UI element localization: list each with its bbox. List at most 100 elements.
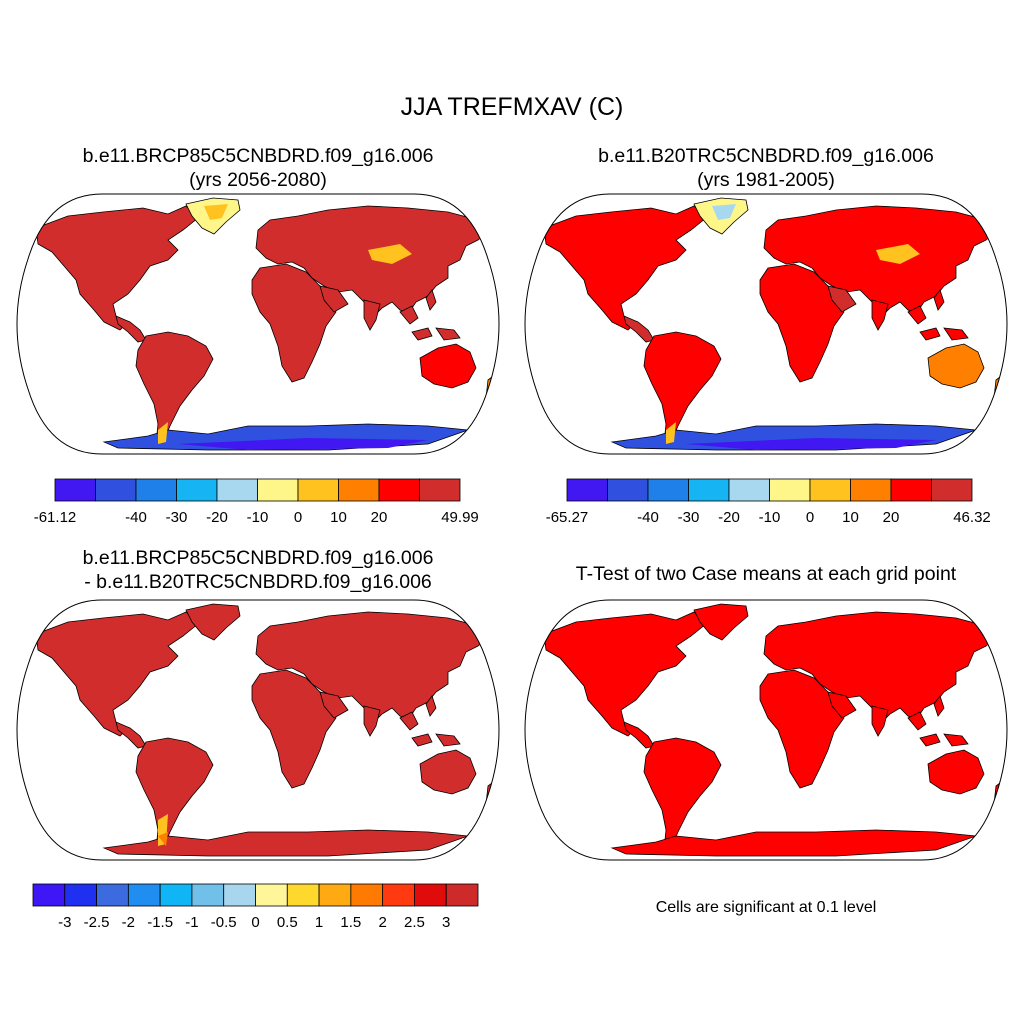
- colorbar-tick-label: 0: [806, 509, 814, 526]
- colorbar-swatch: [95, 478, 137, 502]
- colorbar-swatch: [931, 478, 973, 502]
- map-outline: [524, 193, 1008, 455]
- panel-title-line: b.e11.B20TRC5CNBDRD.f09_g16.006: [598, 145, 934, 167]
- colorbar-tick-label: 49.99: [441, 509, 479, 526]
- colorbar-3: -3 -2.5 -2 -1.5 -1 -0.5 0 0.5 1 1.5 2 2.5 3: [32, 883, 479, 931]
- colorbar-tick-label: 10: [330, 509, 347, 526]
- colorbar-swatch: [32, 883, 66, 907]
- panel-title-ttest: T-Test of two Case means at each grid po…: [516, 562, 1016, 586]
- colorbar-tick-label: -65.27: [546, 509, 589, 526]
- au-region: [927, 749, 985, 795]
- panel-title-line: b.e11.BRCP85C5CNBDRD.f09_g16.006: [82, 145, 434, 167]
- colorbar-tick-label: 3: [442, 914, 450, 931]
- colorbar-tick-label: 46.32: [953, 509, 991, 526]
- sa-region: [135, 331, 214, 445]
- colorbar-tick-label: -1.5: [147, 914, 173, 931]
- colorbar-swatch: [255, 883, 288, 907]
- colorbar-swatch: [216, 478, 258, 502]
- colorbar-swatch: [382, 883, 415, 907]
- colorbar-swatch: [96, 883, 129, 907]
- colorbar-1: -61.12 -40 -30 -20 -10 0 10 20 49.99: [34, 478, 479, 526]
- sa-region: [643, 331, 722, 445]
- colorbar-tick-label: -3: [58, 914, 71, 931]
- panel-title-future: b.e11.BRCP85C5CNBDRD.f09_g16.006 (yrs 20…: [8, 144, 508, 192]
- colorbar-swatch: [176, 478, 218, 502]
- colorbar-swatch: [647, 478, 689, 502]
- colorbar-swatch: [809, 478, 851, 502]
- greenland-interior-region: [204, 204, 228, 220]
- in-region: [871, 299, 889, 331]
- colorbar-swatch: [414, 883, 447, 907]
- colorbar-tick-label: -20: [718, 509, 740, 526]
- patagonia-region: [666, 422, 676, 444]
- significance-note: Cells are significant at 0.1 level: [655, 899, 877, 916]
- colorbar-tick-label: 2.5: [404, 914, 425, 931]
- colorbar-tick-label: -30: [166, 509, 188, 526]
- colorbar-tick-label: -30: [678, 509, 700, 526]
- colorbar-swatch: [127, 883, 161, 907]
- colorbar-swatch: [338, 478, 380, 502]
- colorbar-tick-label: -2.5: [84, 914, 110, 931]
- colorbar-tick-label: -40: [637, 509, 659, 526]
- colorbar-tick-label: -0.5: [211, 914, 237, 931]
- colorbar-swatch: [890, 478, 932, 502]
- antarctic-interior-region: [686, 438, 936, 450]
- colorbar-tick-label: -1: [185, 914, 198, 931]
- colorbar-swatch: [286, 883, 320, 907]
- colorbar-tick-label: 1.5: [340, 914, 361, 931]
- colorbar-swatch: [159, 883, 193, 907]
- na-region: [35, 611, 199, 737]
- colorbar-swatch: [688, 478, 730, 502]
- panel-title-line: (yrs 1981-2005): [697, 169, 835, 191]
- colorbar-swatch: [445, 883, 479, 907]
- colorbar-swatch: [728, 478, 770, 502]
- colorbar-tick-label: 20: [371, 509, 388, 526]
- map-difference: [16, 599, 500, 861]
- tibet-plateau-region: [876, 244, 920, 264]
- map-outline: [524, 599, 1008, 861]
- colorbar-swatch: [318, 883, 352, 907]
- figure-title: JJA TREFMXAV (C): [400, 93, 624, 121]
- panel-title-line: b.e11.BRCP85C5CNBDRD.f09_g16.006: [82, 547, 434, 569]
- colorbar-tick-label: -10: [759, 509, 781, 526]
- nz-region: [485, 779, 497, 805]
- colorbar-swatch: [607, 478, 649, 502]
- sa-region: [135, 737, 214, 851]
- colorbar-swatch: [64, 883, 97, 907]
- panel-title-line: (yrs 2056-2080): [189, 169, 327, 191]
- colorbar-tick-label: -61.12: [34, 509, 77, 526]
- na-region: [35, 205, 199, 331]
- tibet-plateau-region: [368, 244, 412, 264]
- panel-title-difference: b.e11.BRCP85C5CNBDRD.f09_g16.006 - b.e11…: [8, 546, 508, 594]
- colorbar-tick-label: -20: [206, 509, 228, 526]
- panel-title-line: - b.e11.B20TRC5CNBDRD.f09_g16.006: [84, 571, 432, 593]
- map-future: [16, 193, 500, 455]
- panel-title-historical: b.e11.B20TRC5CNBDRD.f09_g16.006 (yrs 198…: [516, 144, 1016, 192]
- colorbar-swatch: [257, 478, 299, 502]
- colorbar-swatch: [419, 478, 461, 502]
- au-region: [927, 343, 985, 389]
- colorbar-2: -65.27 -40 -30 -20 -10 0 10 20 46.32: [546, 478, 991, 526]
- colorbar-tick-label: 20: [883, 509, 900, 526]
- au-region: [419, 749, 477, 795]
- colorbar-swatch: [54, 478, 96, 502]
- colorbar-tick-label: -40: [125, 509, 147, 526]
- na-region: [543, 611, 707, 737]
- au-region: [419, 343, 477, 389]
- panel-title-line: T-Test of two Case means at each grid po…: [575, 563, 957, 585]
- antarctic-interior-region: [178, 438, 428, 450]
- map-outline: [16, 599, 500, 861]
- colorbar-swatch: [297, 478, 339, 502]
- in-region: [871, 705, 889, 737]
- gl-region: [185, 603, 241, 641]
- colorbar-swatch: [769, 478, 811, 502]
- colorbar-swatch: [350, 883, 384, 907]
- nz-region: [993, 779, 1005, 805]
- nz-region: [993, 373, 1005, 399]
- sa-region: [643, 737, 722, 851]
- colorbar-tick-label: 10: [842, 509, 859, 526]
- map-ttest: [524, 599, 1008, 861]
- map-panels-layer: [16, 193, 1008, 861]
- nz-region: [485, 373, 497, 399]
